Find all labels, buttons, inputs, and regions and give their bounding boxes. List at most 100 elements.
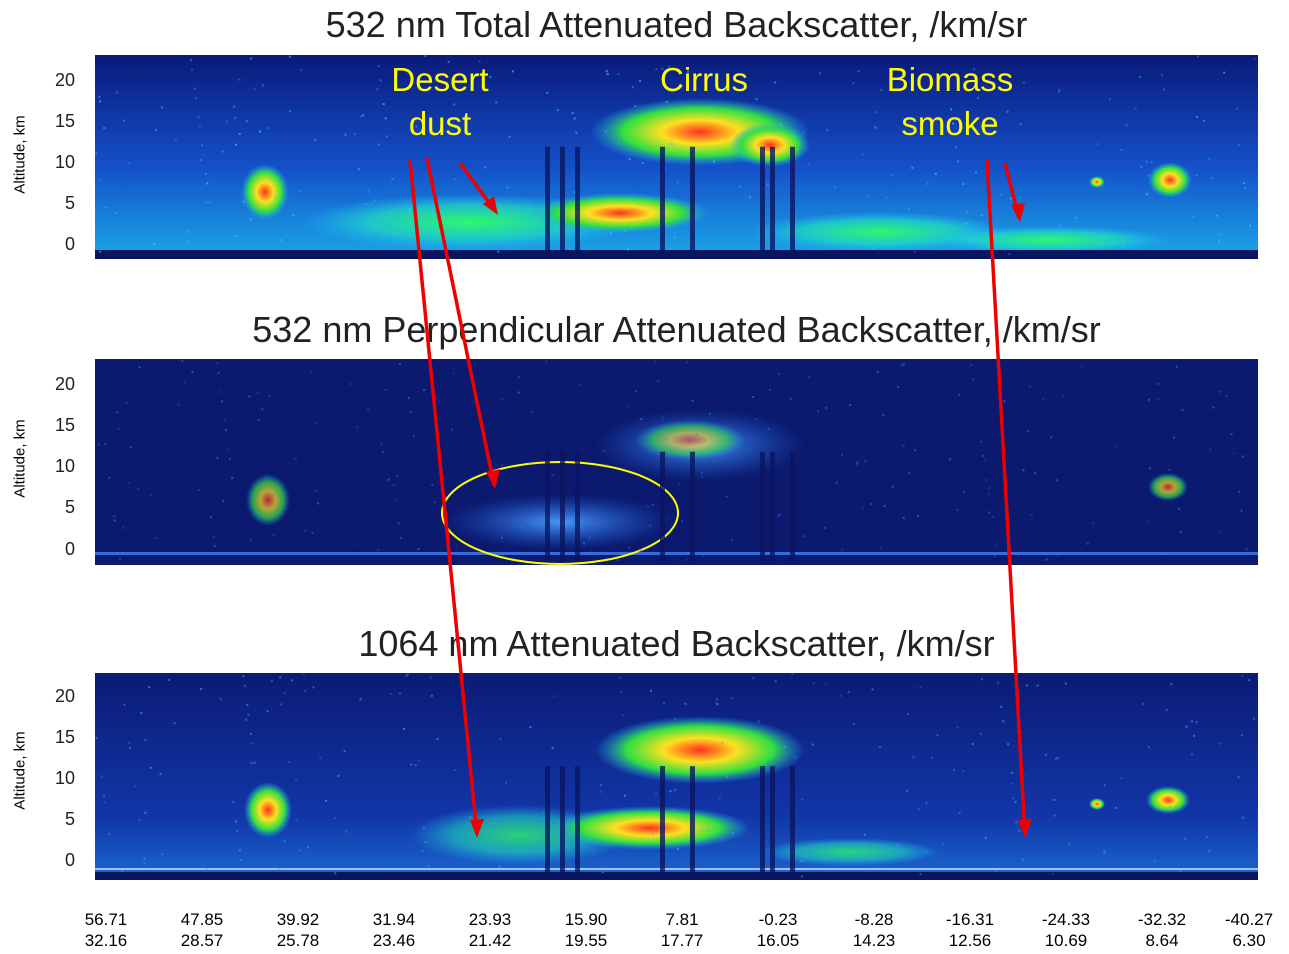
speckle [1238, 490, 1241, 493]
speckle [1009, 197, 1012, 200]
speckle [891, 485, 894, 488]
speckle [601, 871, 604, 874]
panel-3-ytick: 15 [54, 727, 75, 747]
speckle [668, 65, 671, 68]
arrow-dust-panel2 [425, 157, 496, 486]
speckle [389, 693, 392, 696]
attenuation-column [760, 451, 765, 561]
speckle [880, 546, 883, 549]
speckle [247, 713, 250, 716]
speckle [138, 819, 141, 822]
speckle [243, 684, 246, 687]
speckle [265, 476, 268, 479]
speckle [897, 843, 900, 846]
speckle [357, 168, 360, 171]
speckle [529, 462, 532, 465]
speckle [242, 200, 245, 203]
speckle [605, 70, 608, 73]
arrow-dust-panel3 [408, 159, 479, 835]
speckle [194, 97, 197, 100]
speckle [144, 862, 147, 865]
speckle [573, 191, 576, 194]
speckle [902, 444, 905, 447]
speckle [343, 750, 346, 753]
speckle [119, 558, 121, 560]
panel-2-cloud-east [1148, 473, 1188, 501]
annotation-desert-dust: Desert dust [340, 58, 540, 146]
speckle [779, 124, 782, 126]
speckle [453, 768, 456, 771]
speckle [631, 86, 634, 89]
speckle [267, 127, 270, 130]
speckle [755, 418, 758, 420]
x-tick-latitude: 56.71 [84, 910, 128, 929]
speckle [1042, 398, 1045, 401]
speckle [901, 364, 903, 367]
speckle [906, 789, 909, 792]
speckle [209, 516, 212, 519]
speckle [360, 115, 363, 118]
speckle [278, 867, 281, 870]
speckle [618, 751, 621, 754]
speckle [242, 675, 245, 678]
speckle [604, 130, 607, 133]
x-tick-longitude: 25.78 [276, 931, 320, 950]
speckle [431, 484, 434, 487]
speckle [1161, 74, 1164, 77]
speckle [670, 138, 673, 141]
speckle [1219, 742, 1222, 745]
panel-2-cloud-west [246, 474, 290, 526]
speckle [1139, 76, 1142, 78]
speckle [103, 127, 106, 129]
speckle [1002, 720, 1005, 723]
speckle [778, 372, 781, 375]
attenuation-column [560, 766, 565, 876]
speckle [123, 119, 125, 122]
speckle [300, 69, 303, 72]
speckle [517, 376, 520, 379]
speckle [646, 505, 649, 508]
speckle [749, 196, 751, 199]
speckle [451, 428, 453, 431]
speckle [1241, 455, 1244, 458]
speckle [367, 408, 370, 411]
speckle [436, 738, 439, 741]
speckle [206, 182, 209, 185]
speckle [982, 454, 985, 457]
speckle [554, 223, 557, 226]
x-tick-latitude: 23.93 [468, 910, 512, 929]
speckle [447, 60, 450, 63]
speckle [1055, 479, 1058, 482]
speckle [913, 250, 916, 253]
annotation-desert-line1: Desert [391, 61, 489, 98]
speckle [979, 732, 982, 735]
speckle [137, 488, 139, 491]
speckle [403, 728, 406, 730]
speckle [204, 172, 207, 175]
speckle [972, 378, 975, 381]
speckle [460, 220, 462, 223]
speckle [1196, 115, 1199, 118]
speckle [707, 118, 710, 120]
speckle [686, 137, 689, 140]
speckle [250, 218, 252, 221]
speckle [221, 400, 224, 403]
speckle [872, 247, 875, 250]
speckle [98, 95, 101, 98]
speckle [235, 143, 238, 146]
speckle [817, 410, 819, 413]
speckle [841, 454, 843, 456]
speckle [434, 501, 436, 504]
speckle [729, 121, 732, 124]
speckle [802, 131, 805, 134]
speckle [1148, 467, 1151, 470]
speckle [861, 153, 864, 156]
speckle [1068, 843, 1070, 846]
speckle [227, 448, 230, 451]
speckle [1161, 552, 1164, 555]
speckle [103, 794, 106, 797]
speckle [114, 519, 116, 522]
speckle [104, 206, 107, 209]
speckle [377, 65, 380, 68]
